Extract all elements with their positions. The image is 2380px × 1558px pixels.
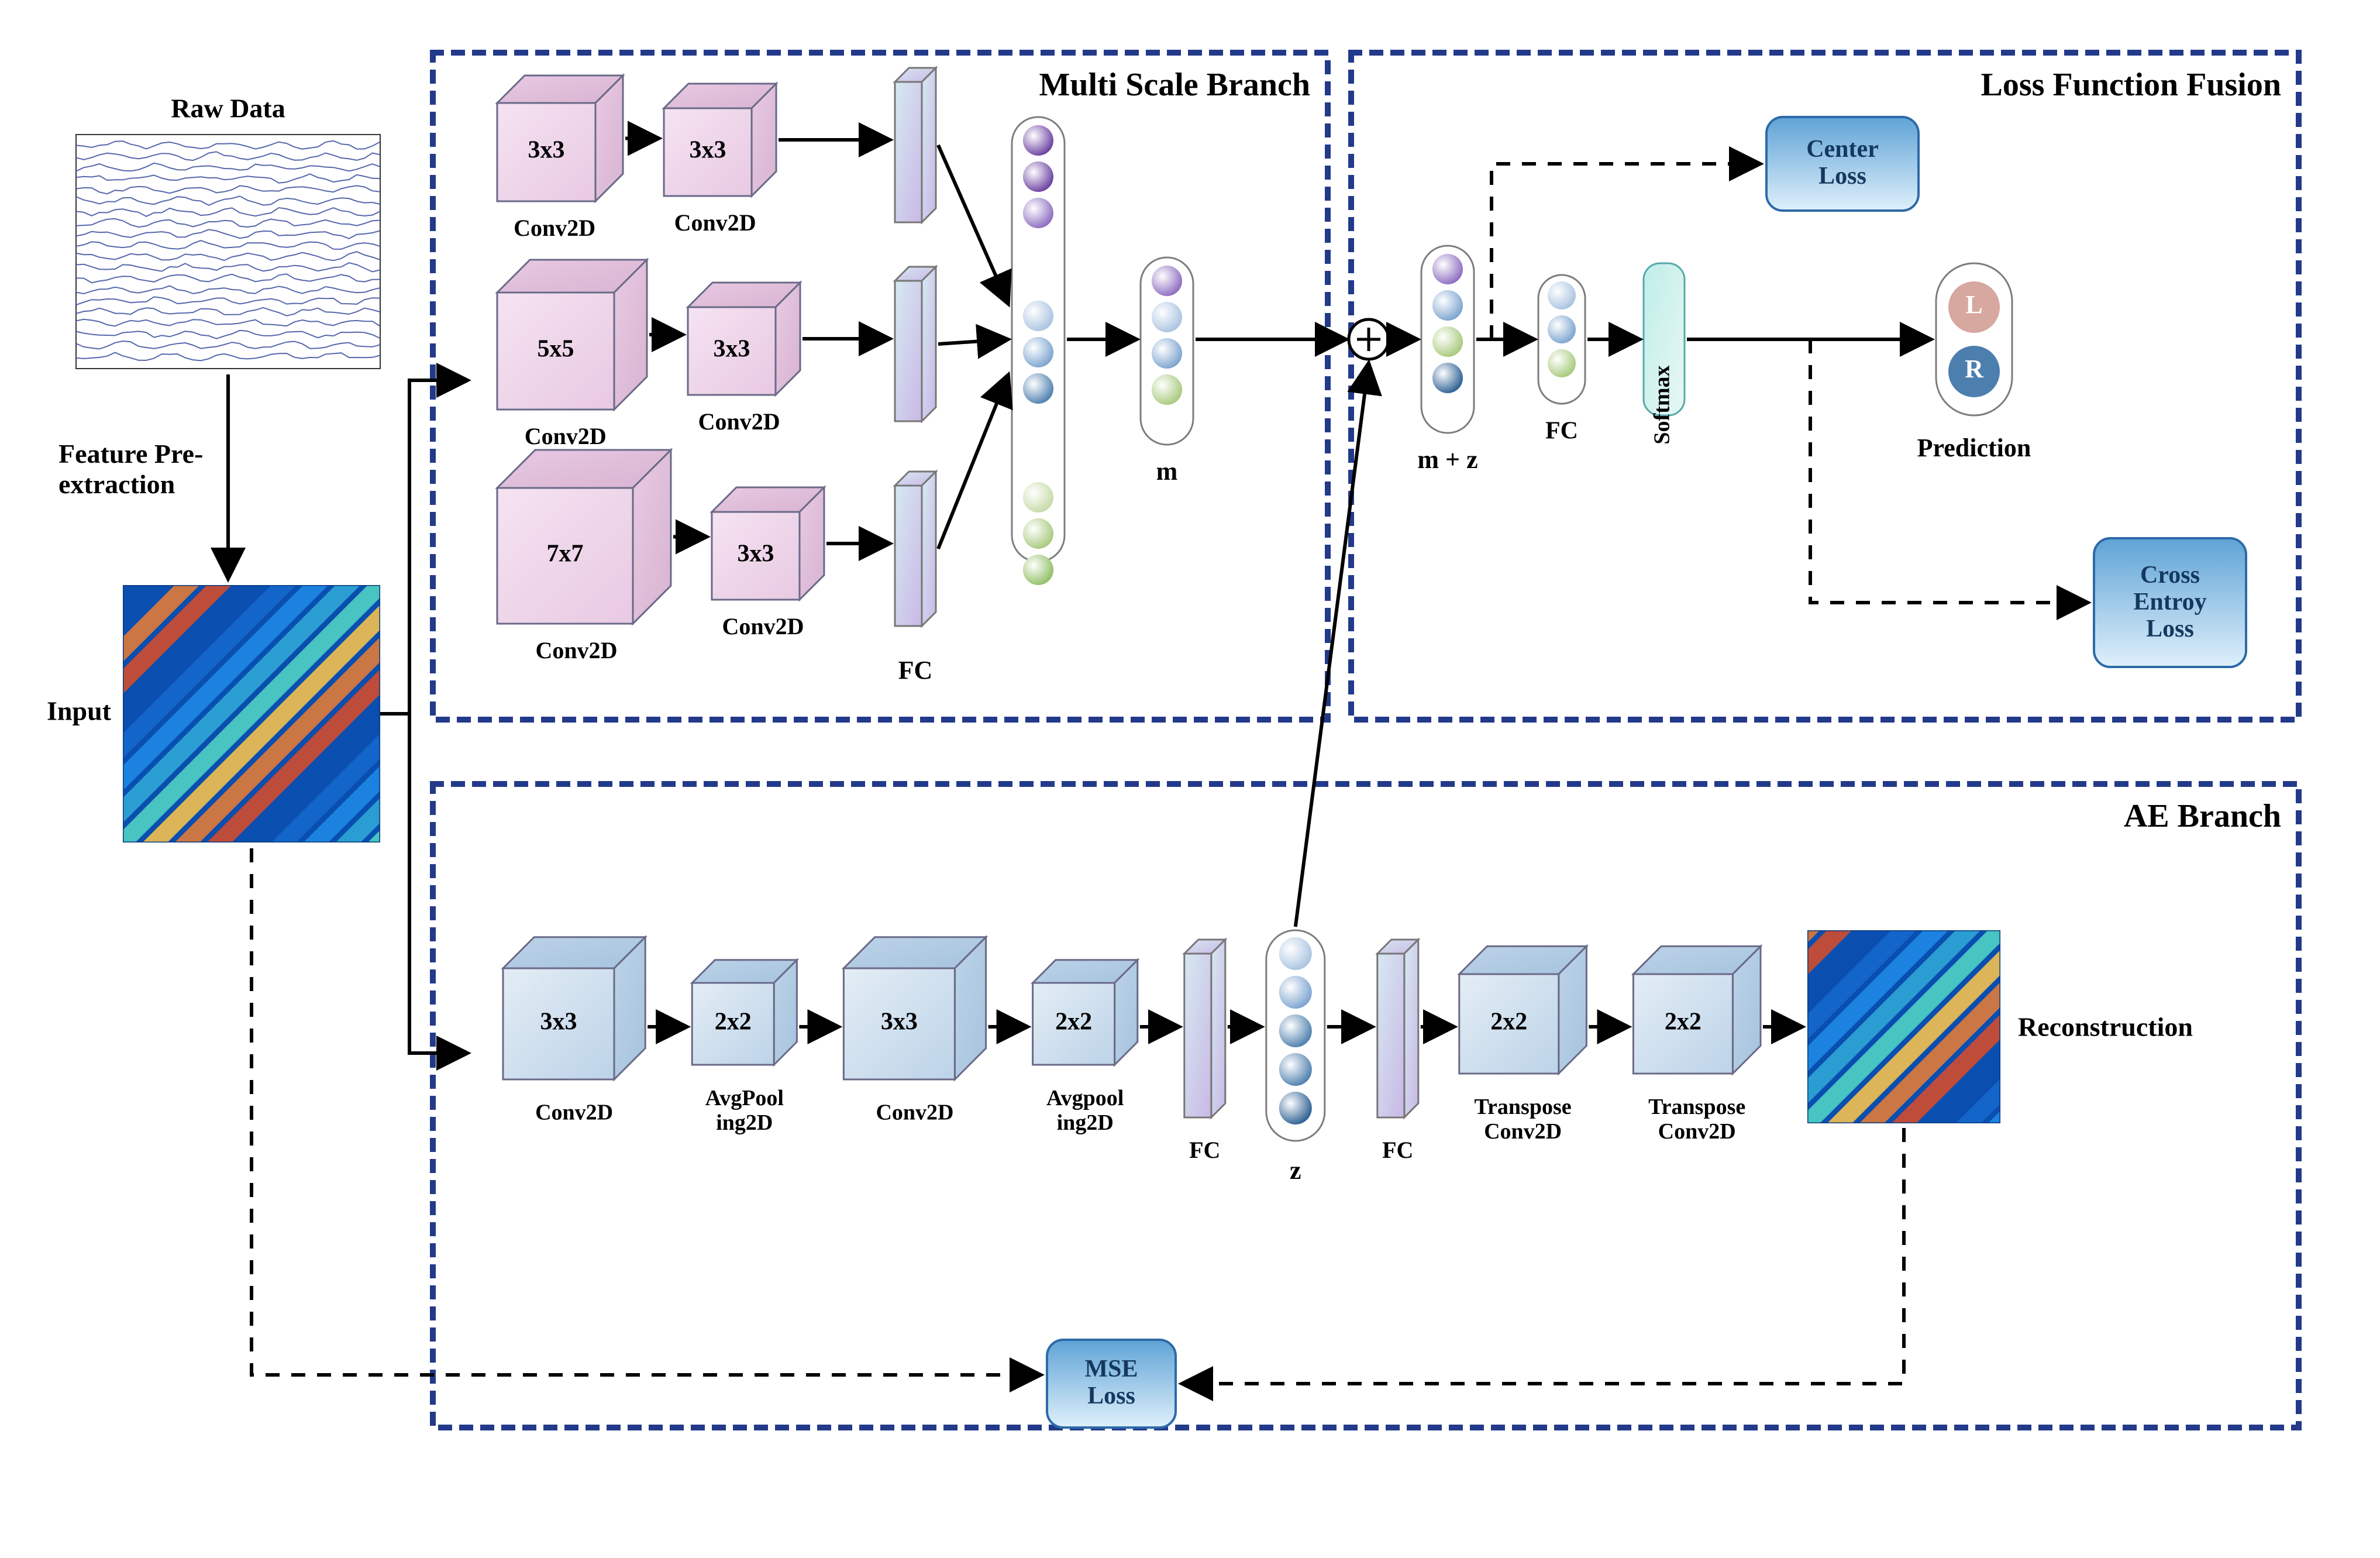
ms-r0-c2-sub: Conv2D <box>674 209 756 236</box>
ms-r1-c2-kernel: 3x3 <box>714 336 750 363</box>
ae-cube-1-kernel: 2x2 <box>715 1009 752 1036</box>
ae-fc-4 <box>1184 940 1225 1117</box>
ms-concat-top-dot <box>1023 198 1053 228</box>
m-label: m <box>1156 457 1178 486</box>
ae-cube-1-sub: AvgPooling2D <box>705 1086 784 1135</box>
ms-concat-bot-dot <box>1023 482 1053 513</box>
m-vec-dot <box>1152 374 1182 405</box>
ms-concat-mid-dot <box>1023 301 1053 331</box>
ms-r1-c2-sub: Conv2D <box>698 408 780 435</box>
mz-label: m + z <box>1417 445 1477 474</box>
mz-vec-dot <box>1432 290 1463 321</box>
ms-concat-bot-dot <box>1023 518 1053 549</box>
ms-fc-to-concat-2 <box>938 374 1008 549</box>
ae-z-dot <box>1279 937 1312 970</box>
ae-fc-6 <box>1377 940 1418 1117</box>
reconstruction-label: Reconstruction <box>2018 1012 2193 1042</box>
fc-vec-dot <box>1548 315 1576 343</box>
ae-z-dot <box>1279 1092 1312 1124</box>
m-vec-dot <box>1152 266 1182 296</box>
mz-vec-dot <box>1432 326 1463 357</box>
arrow-to-centerloss <box>1492 164 1761 339</box>
ae-z-dot <box>1279 1014 1312 1047</box>
ms-r1-c1-sub: Conv2D <box>525 423 607 449</box>
ae-cube-3-sub: Avgpooling2D <box>1046 1086 1124 1135</box>
mse-loss-box-label: MSELoss <box>1084 1356 1138 1409</box>
ae-cube-2-sub: Conv2D <box>876 1100 953 1125</box>
ms-concat-mid-dot <box>1023 337 1053 367</box>
ae-fc-6-sub: FC <box>1382 1137 1413 1163</box>
pred-R-label: R <box>1965 355 1984 383</box>
ae-cube-0-kernel: 3x3 <box>540 1009 577 1036</box>
arrow-z-to-plus <box>1296 363 1369 927</box>
pred-L-label: L <box>1965 290 1982 319</box>
panel-ae-title: AE Branch <box>2124 798 2281 834</box>
softmax-label: Softmax <box>1650 365 1675 444</box>
input-label: Input <box>47 696 112 726</box>
ms-r0-fc <box>895 68 936 222</box>
ae-cube-0-sub: Conv2D <box>535 1100 613 1125</box>
ae-cube-7-kernel: 2x2 <box>1490 1009 1527 1036</box>
ae-z-label: z <box>1290 1156 1301 1185</box>
arrow-input-to-ms <box>409 380 468 714</box>
fusion-fc-label: FC <box>1545 418 1578 445</box>
ms-concat-top-dot <box>1023 161 1053 192</box>
arrow-input-to-ae <box>409 714 468 1053</box>
ms-r1-fc <box>895 267 936 421</box>
ms-r2-c1-sub: Conv2D <box>535 637 617 663</box>
ms-r0-c2-kernel: 3x3 <box>690 137 726 164</box>
mz-vec-dot <box>1432 254 1463 284</box>
ms-r2-fc <box>895 472 936 626</box>
m-vec-dot <box>1152 338 1182 369</box>
ms-r0-c1-kernel: 3x3 <box>528 137 565 164</box>
ms-r2-c1-kernel: 7x7 <box>547 541 584 568</box>
ms-concat-mid-dot <box>1023 373 1053 404</box>
ae-cube-7-sub: TransposeConv2D <box>1475 1095 1572 1144</box>
ms-r1-c1-kernel: 5x5 <box>538 336 574 363</box>
fc-vec-dot <box>1548 281 1576 309</box>
ms-fc-to-concat-0 <box>938 145 1008 304</box>
ae-z-dot <box>1279 976 1312 1009</box>
pre-extraction-label: Feature Pre-extraction <box>58 439 203 499</box>
ms-r0-c1-sub: Conv2D <box>514 215 595 241</box>
ms-r2-c2-sub: Conv2D <box>722 613 804 639</box>
panel-lossfusion-title: Loss Function Fusion <box>1981 67 2282 103</box>
ae-fc-4-sub: FC <box>1189 1137 1220 1163</box>
ms-concat-bot-dot <box>1023 555 1053 585</box>
m-vec-dot <box>1152 302 1182 332</box>
ms-concat-top-dot <box>1023 125 1053 156</box>
ae-cube-3-kernel: 2x2 <box>1055 1009 1092 1036</box>
ms-fc-label: FC <box>898 656 933 685</box>
mz-vec-dot <box>1432 363 1463 393</box>
fc-vec-dot <box>1548 349 1576 377</box>
ae-cube-2-kernel: 3x3 <box>881 1009 918 1036</box>
raw-data-label: Raw Data <box>171 94 285 123</box>
ae-cube-8-kernel: 2x2 <box>1665 1009 1702 1036</box>
ae-z-dot <box>1279 1053 1312 1086</box>
panel-multiscale-title: Multi Scale Branch <box>1039 67 1310 103</box>
ae-cube-8-sub: TransposeConv2D <box>1648 1095 1745 1144</box>
ms-r1-c1 <box>497 260 647 410</box>
ms-r2-c1 <box>497 450 671 624</box>
prediction-label: Prediction <box>1917 434 2031 462</box>
ms-fc-to-concat-1 <box>938 339 1008 344</box>
ms-r2-c2-kernel: 3x3 <box>737 541 774 568</box>
